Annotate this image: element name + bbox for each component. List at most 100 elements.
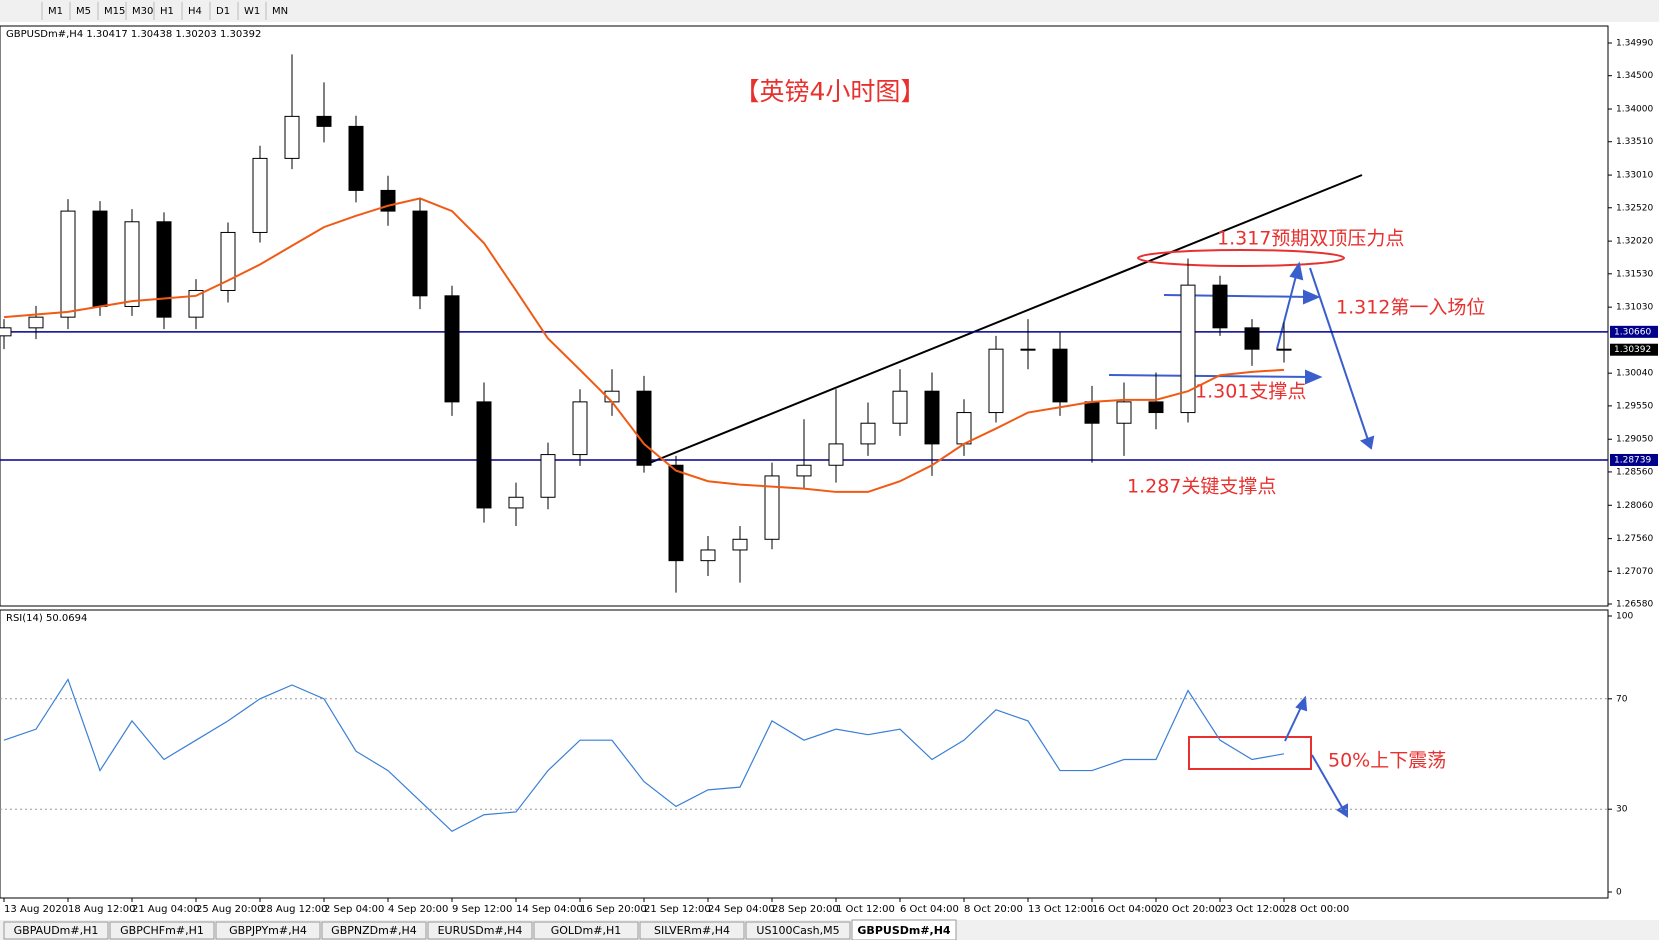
arrow-head (1303, 289, 1321, 305)
y-tick-label: 1.27560 (1616, 534, 1653, 544)
price-header: GBPUSDm#,H4 1.30417 1.30438 1.30203 1.30… (6, 29, 261, 40)
rsi-box (1188, 736, 1312, 770)
y-tick-label: 1.33010 (1616, 171, 1653, 181)
candle-body (1180, 284, 1196, 414)
drawings (646, 174, 1375, 818)
x-tick-label: 28 Aug 12:00 (260, 904, 327, 915)
y-tick-label: 1.28560 (1616, 467, 1653, 477)
tab[interactable] (533, 921, 639, 940)
rsi-panel (0, 609, 1609, 899)
arrows (1108, 261, 1375, 818)
candle-body (444, 295, 460, 403)
tab-label: US100Cash,M5 (756, 924, 839, 937)
candle-body (636, 390, 652, 466)
x-tick-label: 9 Sep 12:00 (452, 904, 512, 915)
timeframe-button[interactable]: H1 (160, 6, 174, 17)
y-tick-label: 30 (1616, 805, 1628, 815)
timeframe-button[interactable]: M15 (104, 6, 125, 17)
tab-label: EURUSDm#,H4 (438, 924, 523, 937)
timeframe-button[interactable]: H4 (188, 6, 202, 17)
tab[interactable] (639, 921, 745, 940)
candle-body (828, 443, 844, 466)
annotation: 50%上下震荡 (1328, 750, 1446, 772)
rsi-header: RSI(14) 50.0694 (6, 613, 87, 624)
x-tick-label: 13 Oct 12:00 (1028, 904, 1093, 915)
tab[interactable] (745, 921, 851, 940)
x-tick-label: 2 Sep 04:00 (324, 904, 384, 915)
annotation: 1.317预期双顶压力点 (1217, 228, 1404, 250)
timeframe-button[interactable]: MN (272, 6, 288, 17)
arrow-head (1359, 435, 1375, 450)
tab-label: GBPCHFm#,H1 (120, 924, 204, 937)
y-tick-label: 1.33510 (1616, 137, 1653, 147)
candle-body (252, 157, 268, 233)
x-tick-label: 13 Aug 2020 (4, 904, 68, 915)
ellipse (1137, 249, 1345, 267)
candle-body (156, 221, 172, 318)
candle-body (1148, 401, 1164, 414)
x-tick-label: 16 Oct 04:00 (1092, 904, 1157, 915)
tab-label: GBPUSDm#,H4 (857, 924, 951, 937)
y-tick-label: 1.34000 (1616, 105, 1653, 115)
toolbar (0, 0, 1659, 22)
candle-body (1116, 401, 1132, 424)
arrow (1311, 754, 1344, 810)
timeframe-button[interactable]: M5 (76, 6, 91, 17)
candle-body (924, 390, 940, 445)
y-tick-label: 100 (1616, 612, 1633, 622)
tab[interactable] (109, 921, 215, 940)
candle-body (796, 464, 812, 477)
arrow-head (1295, 695, 1308, 712)
candle-body (732, 538, 748, 551)
timeframe-button[interactable]: M1 (48, 6, 63, 17)
tab-label: GBPNZDm#,H4 (331, 924, 417, 937)
timeframe-button[interactable]: D1 (216, 6, 230, 17)
candle-body (220, 231, 236, 291)
candle-body (1276, 348, 1292, 351)
x-tick-label: 16 Sep 20:00 (580, 904, 647, 915)
x-tick-label: 14 Sep 04:00 (516, 904, 583, 915)
annotation: 1.287关键支撑点 (1127, 476, 1276, 498)
candle-body (1052, 348, 1068, 403)
candle-body (348, 125, 364, 191)
main-panel (0, 25, 1609, 607)
x-tick-label: 20 Oct 20:00 (1156, 904, 1221, 915)
candle-body (1084, 401, 1100, 424)
current-price-label: 1.30392 (1614, 345, 1651, 355)
current-price-tag (1610, 343, 1658, 356)
timeframe-button[interactable]: M30 (132, 6, 153, 17)
price-tag-label: 1.28739 (1614, 455, 1651, 465)
timeframe-button[interactable]: W1 (244, 6, 260, 17)
x-tick-label: 23 Oct 12:00 (1220, 904, 1285, 915)
tab[interactable] (321, 921, 427, 940)
y-tick-label: 1.31530 (1616, 269, 1653, 279)
candle-body (28, 316, 44, 329)
tab[interactable] (3, 921, 109, 940)
candle-body (764, 475, 780, 540)
candle-body (956, 412, 972, 445)
x-tick-label: 8 Oct 20:00 (964, 904, 1023, 915)
tab[interactable] (215, 921, 321, 940)
arrow (1284, 704, 1303, 742)
trend-line (646, 174, 1363, 465)
annotation: 1.301支撑点 (1195, 381, 1306, 403)
arrow (1309, 267, 1369, 441)
tab[interactable] (427, 921, 533, 940)
candle-body (668, 464, 684, 562)
candle-body (540, 454, 556, 498)
candle-body (1020, 348, 1036, 351)
x-tick-label: 4 Sep 20:00 (388, 904, 448, 915)
y-tick-label: 0 (1616, 888, 1622, 898)
candle-body (860, 422, 876, 445)
candle-body (508, 496, 524, 509)
x-tick-label: 6 Oct 04:00 (900, 904, 959, 915)
y-tick-label: 1.30040 (1616, 369, 1653, 379)
x-tick-label: 21 Sep 12:00 (644, 904, 711, 915)
arrow-head (1289, 261, 1304, 281)
arrow-head (1305, 369, 1323, 385)
annotation: 1.312第一入场位 (1336, 297, 1485, 319)
candle-body (124, 221, 140, 307)
y-tick-label: 1.34990 (1616, 39, 1653, 49)
y-tick-label: 1.29050 (1616, 435, 1653, 445)
